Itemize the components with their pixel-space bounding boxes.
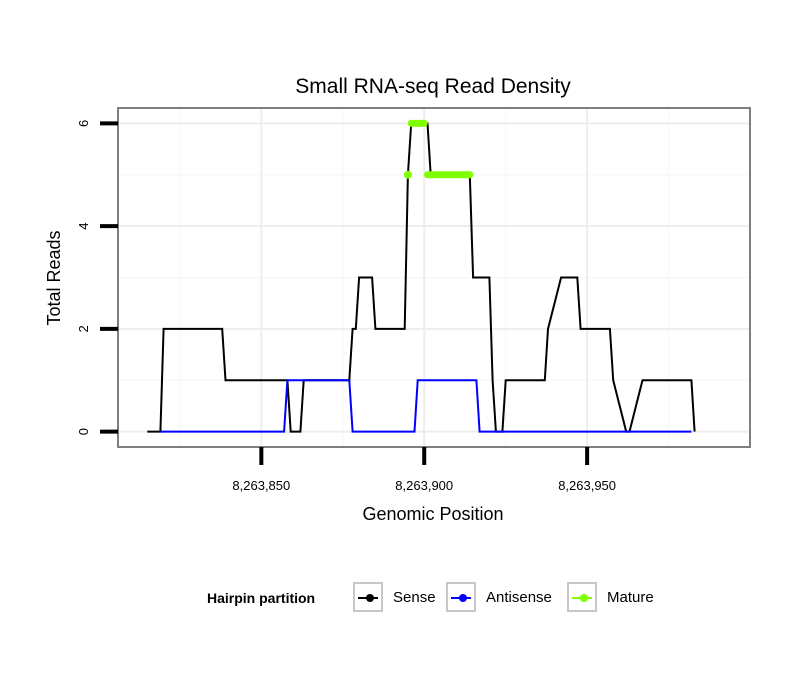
legend-label-mature: Mature [607,589,654,606]
x-tick-label: 8,263,950 [558,478,616,493]
y-tick-label: 2 [76,325,91,332]
legend-key-antisense [446,582,476,612]
y-axis-label: Total Reads [44,230,64,325]
legend-label-antisense: Antisense [486,589,552,606]
x-axis-label: Genomic Position [362,504,503,524]
chart: Small RNA-seq Read Density 8,263,850 8,26… [44,75,751,524]
x-axis: 8,263,850 8,263,900 8,263,950 [232,447,616,493]
y-axis: 0 2 4 6 [76,120,118,435]
legend-key-mature [567,582,597,612]
y-tick-label: 0 [76,428,91,435]
legend-key-sense [353,582,383,612]
plot-panel-border [117,107,751,448]
legend: Hairpin partition Sense Antisense Mature [0,582,810,616]
series-layer [147,119,696,433]
series-mature-point [403,170,412,179]
y-tick-label: 6 [76,120,91,127]
legend-label-sense: Sense [393,589,436,606]
series-antisense-line [160,379,692,433]
y-tick-label: 4 [76,223,91,230]
x-tick-label: 8,263,900 [395,478,453,493]
x-tick-label: 8,263,850 [232,478,290,493]
legend-title: Hairpin partition [207,590,316,606]
chart-title: Small RNA-seq Read Density [295,75,571,98]
